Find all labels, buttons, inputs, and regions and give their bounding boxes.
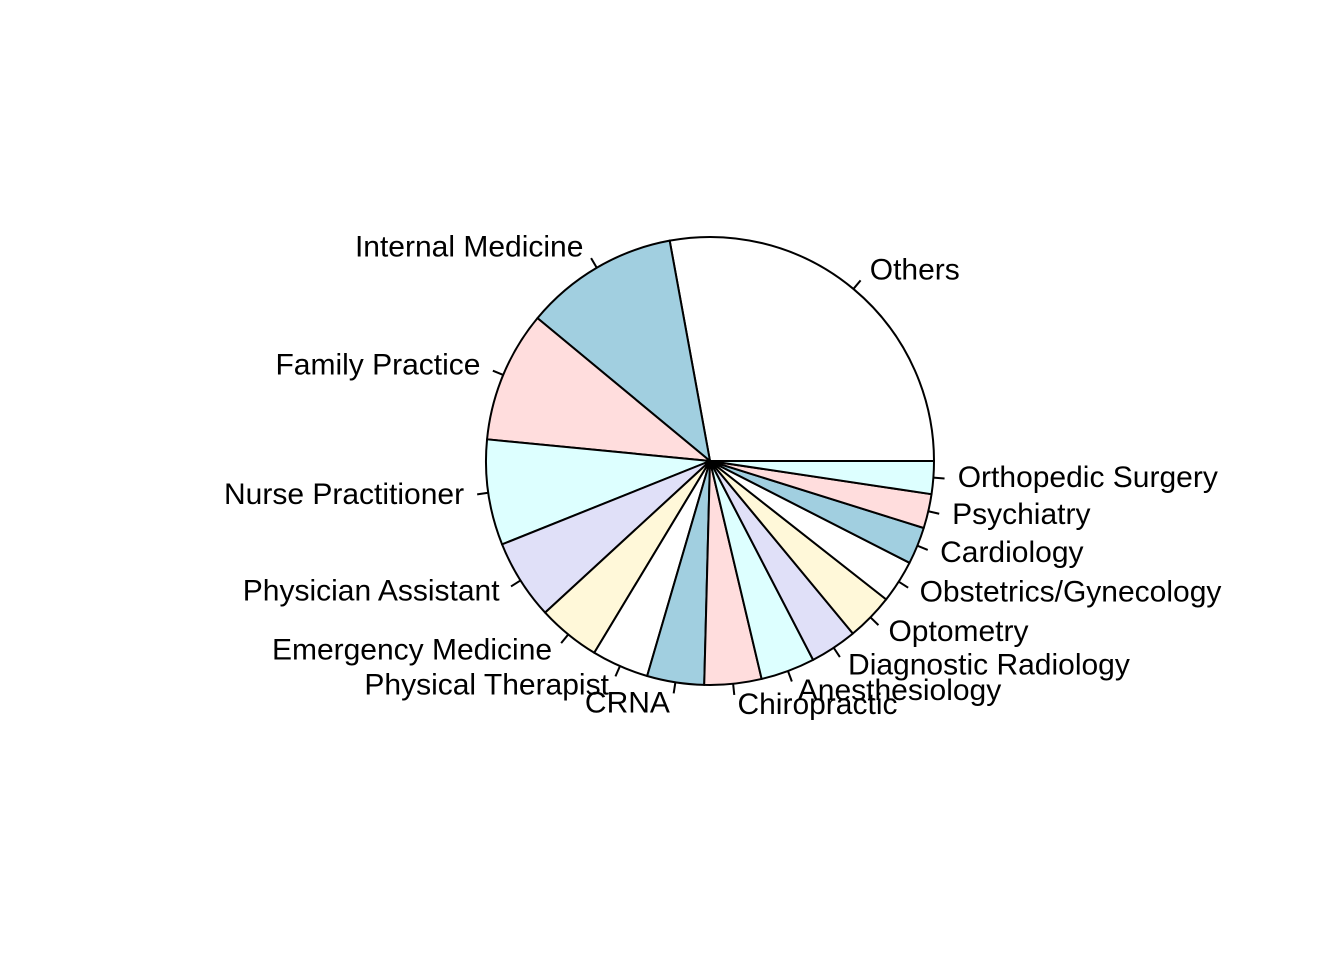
label-internal-medicine: Internal Medicine [355, 230, 583, 263]
tick-family-practice [492, 369, 504, 376]
label-crna: CRNA [585, 686, 670, 719]
pie-label-ticks [477, 257, 945, 696]
tick-anesthesiology [787, 670, 793, 682]
label-physician-assistant: Physician Assistant [243, 574, 500, 607]
tick-emergency-medicine [560, 633, 570, 644]
slice-nurse-practitioner [485, 438, 711, 546]
label-others: Others [870, 254, 960, 287]
tick-physician-assistant [510, 579, 522, 588]
tick-physical-therapist [614, 665, 621, 677]
label-diagnostic-radiology: Diagnostic Radiology [848, 648, 1130, 681]
tick-cardiology [916, 544, 929, 551]
tick-chiropractic [732, 683, 736, 696]
label-chiropractic: Chiropractic [737, 688, 897, 721]
label-optometry: Optometry [888, 615, 1028, 648]
pie-slices [485, 236, 935, 686]
tick-obstetrics-gynecology [898, 580, 909, 589]
tick-psychiatry [928, 510, 940, 515]
label-orthopedic-surgery: Orthopedic Surgery [958, 461, 1218, 494]
slice-others [668, 236, 935, 462]
pie-labels: Others Internal Medicine Family Practice Nu… [224, 230, 1221, 721]
tick-orthopedic-surgery [933, 476, 945, 480]
tick-optometry [869, 616, 880, 626]
tick-internal-medicine [590, 257, 598, 269]
tick-diagnostic-radiology [832, 647, 841, 658]
label-emergency-medicine: Emergency Medicine [272, 634, 552, 667]
label-psychiatry: Psychiatry [952, 498, 1090, 531]
label-cardiology: Cardiology [940, 536, 1083, 569]
slice-family-practice [486, 317, 711, 462]
slice-internal-medicine [536, 239, 711, 462]
tick-others [852, 279, 862, 290]
label-obstetrics-gynecology: Obstetrics/Gynecology [920, 576, 1222, 609]
label-nurse-practitioner: Nurse Practitioner [224, 478, 464, 511]
label-family-practice: Family Practice [275, 348, 480, 381]
label-physical-therapist: Physical Therapist [364, 669, 609, 702]
label-anesthesiology: Anesthesiology [798, 674, 1001, 707]
tick-nurse-practitioner [477, 491, 489, 496]
tick-crna [672, 682, 677, 694]
